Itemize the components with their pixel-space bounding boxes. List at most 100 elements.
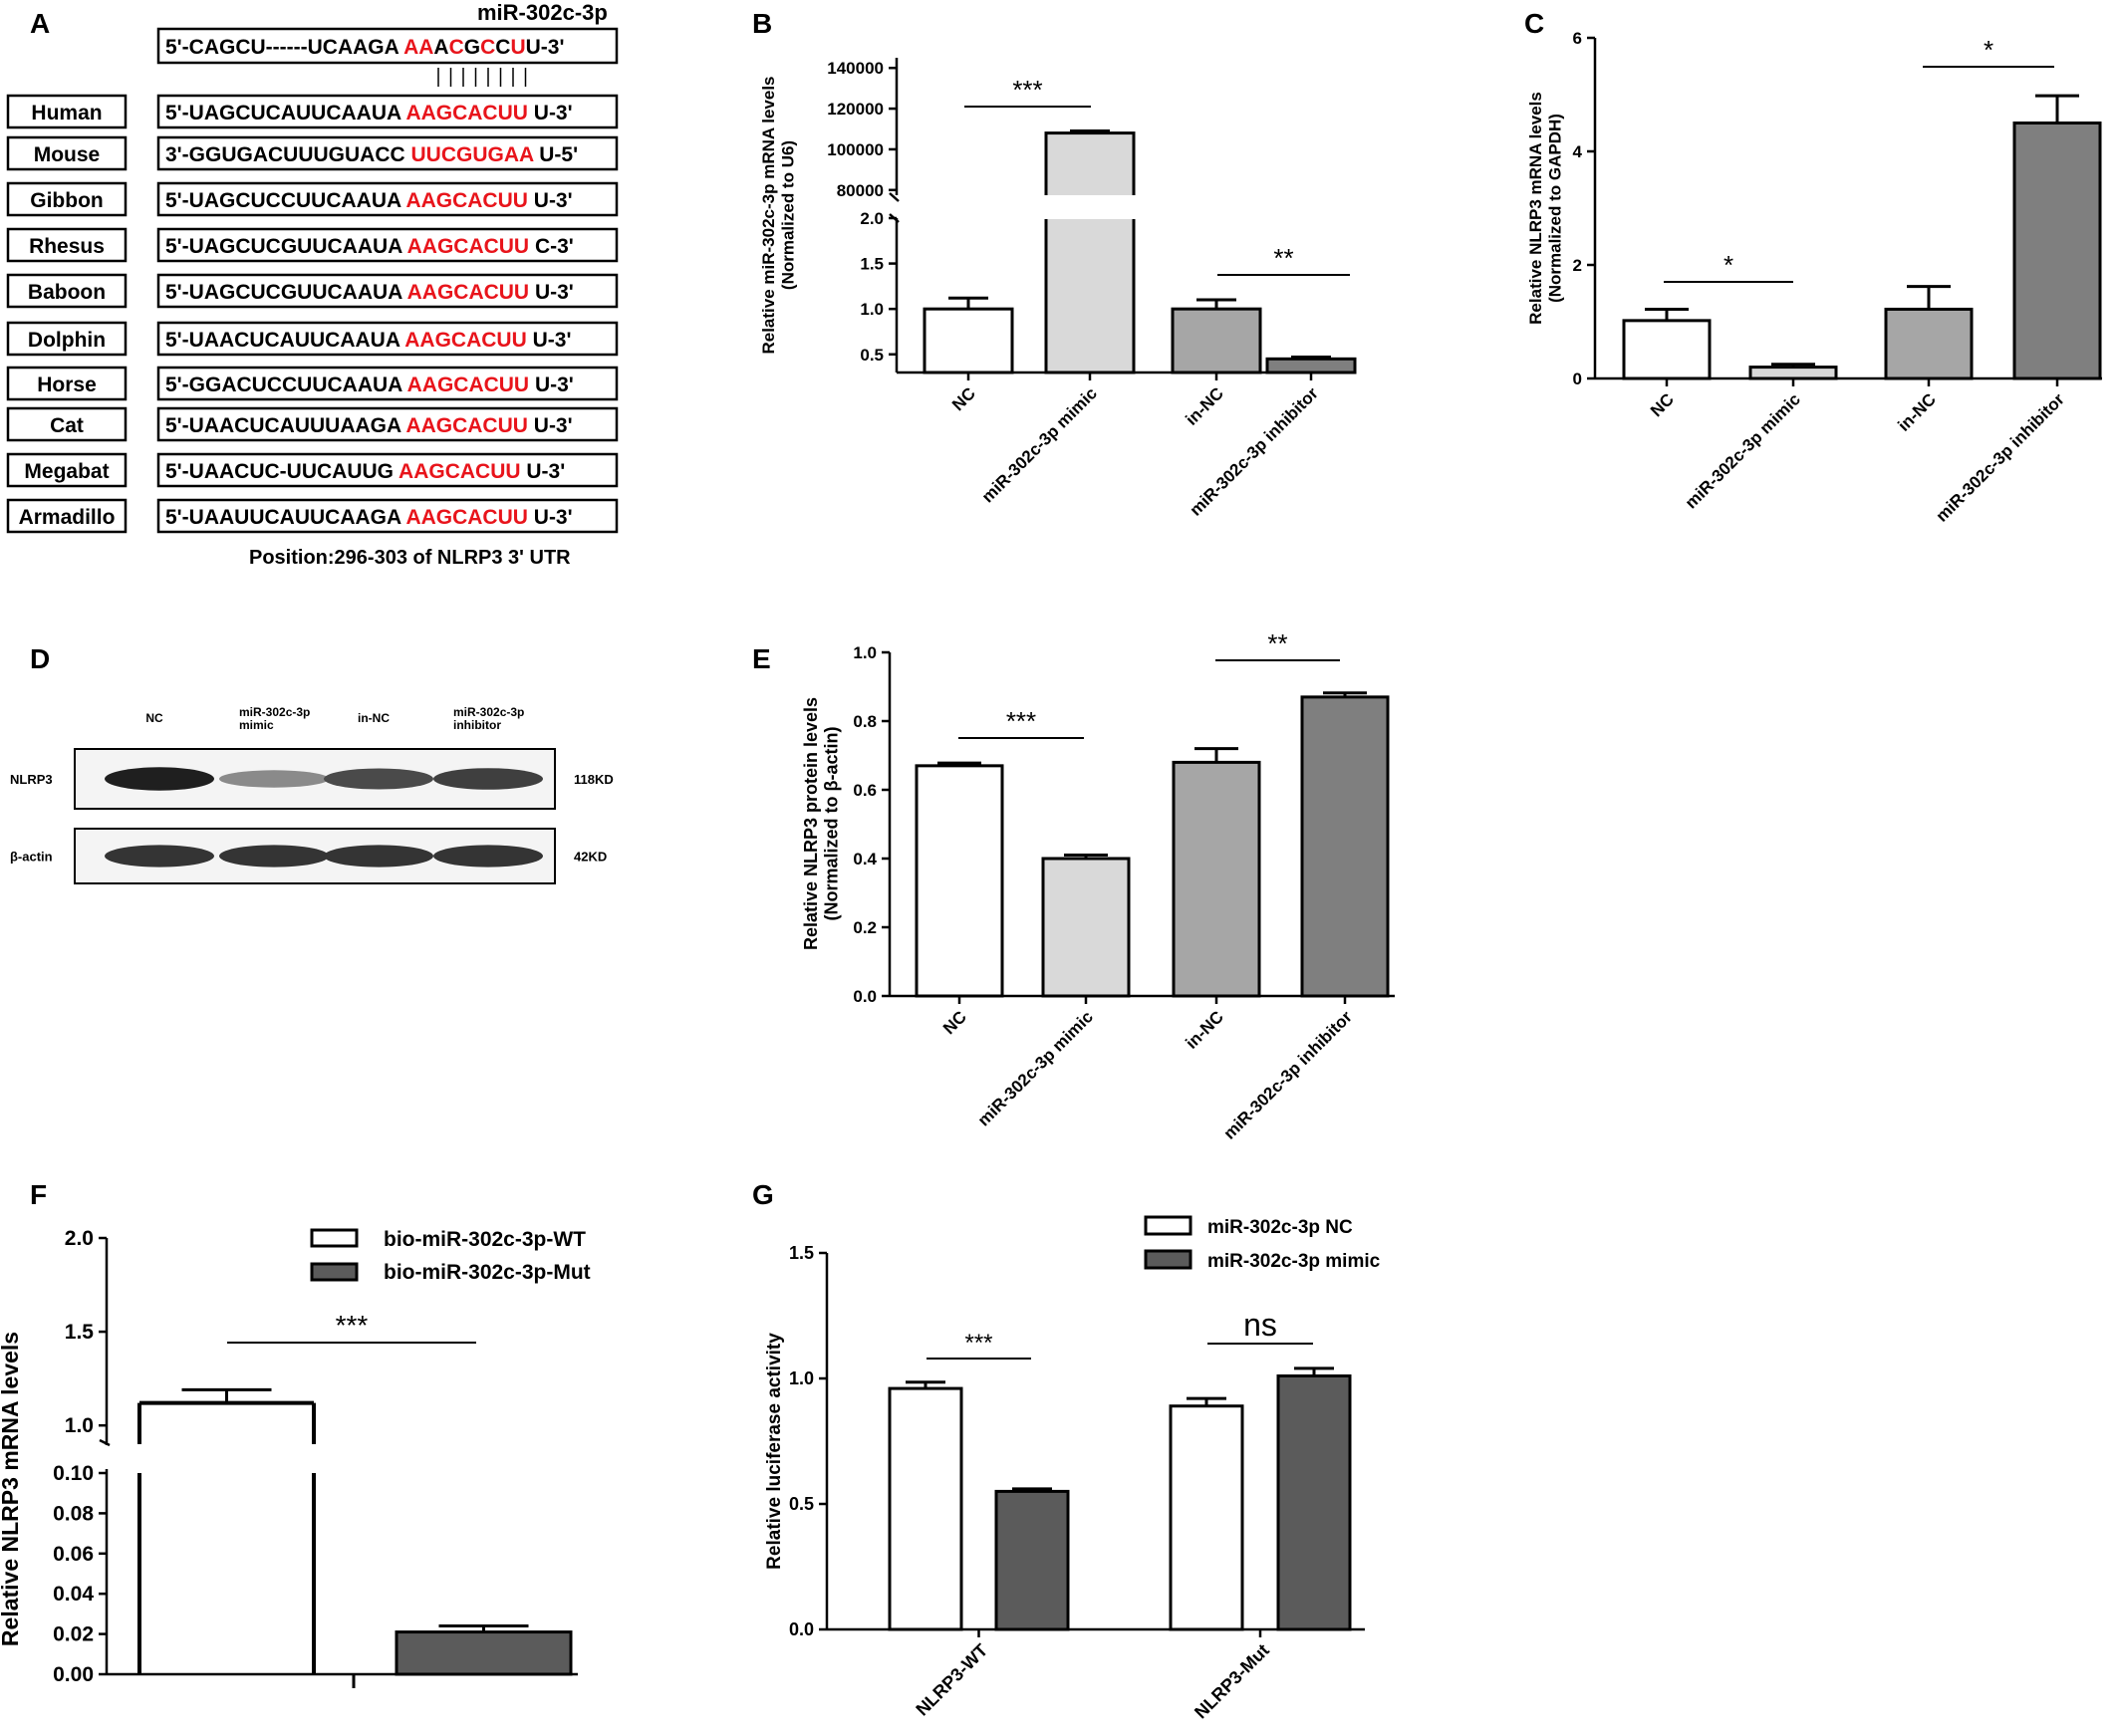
legend-swatch bbox=[310, 1228, 359, 1248]
mirna-seq-part: 5'-CAGCU------UCAAGA bbox=[165, 36, 403, 59]
protein-band bbox=[219, 770, 329, 788]
y-axis-label: Relative miR-302c-3p mRNA levels(Normali… bbox=[759, 76, 798, 354]
panel-letter-c: C bbox=[1524, 8, 1544, 39]
band-name: NLRP3 bbox=[10, 772, 53, 787]
x-tick-label: miR-302c-3p mimic bbox=[1682, 389, 1804, 512]
significance-label: * bbox=[1984, 35, 1993, 65]
y-tick-label: 2.0 bbox=[65, 1227, 94, 1250]
x-tick-label: miR-302c-3p mimic bbox=[978, 383, 1101, 506]
x-tick-label: miR-302c-3p inhibitor bbox=[1219, 1007, 1356, 1143]
sequence-prefix: 3'-GGUGACUUUGUACC bbox=[165, 143, 411, 166]
y-tick-label: 1.0 bbox=[789, 1368, 814, 1388]
legend-label: miR-302c-3p NC bbox=[1207, 1217, 1353, 1238]
significance-label: *** bbox=[964, 1330, 992, 1357]
y-axis-label: Relative NLRP3 mRNA levels(Normalized to… bbox=[1526, 92, 1565, 325]
y-tick-label: 1.5 bbox=[789, 1243, 814, 1263]
protein-band bbox=[433, 845, 543, 868]
seed-region: AAGCACUU bbox=[404, 329, 527, 352]
sequence-prefix: 5'-UAGCUCGUUCAAUA bbox=[165, 235, 407, 258]
panel-letter-g: G bbox=[752, 1179, 774, 1210]
sequence-prefix: 5'-UAACUCAUUUAAGA bbox=[165, 414, 405, 437]
species-box bbox=[6, 366, 128, 401]
species-label: Baboon bbox=[28, 281, 106, 304]
y-axis-label-line: (Normalized to GAPDH) bbox=[1546, 114, 1565, 303]
y-tick-label: 6 bbox=[1573, 29, 1582, 48]
bar bbox=[1276, 1373, 1352, 1631]
y-tick-label: 1.5 bbox=[65, 1321, 95, 1344]
panel-f-chart: 0.00 0.02 0.04 0.06 0.08 0.10 1.0 1.5 2.0 Relativ… bbox=[0, 1227, 591, 1688]
base-pair-lines bbox=[437, 68, 527, 87]
x-tick-label: miR-302c-3p mimic bbox=[974, 1007, 1097, 1129]
sequence-suffix: U-5' bbox=[533, 143, 578, 166]
panel-b-chart: 0.5 1.0 1.5 2.0 80000 100000 120000 140000 Relat… bbox=[759, 58, 1357, 520]
sequence-suffix: U-3' bbox=[521, 460, 566, 483]
mirna-seq-part: A bbox=[433, 36, 448, 59]
panel-c-chart: 0 2 4 6 Relative NLRP3 mRNA levels(Normalize… bbox=[1526, 29, 2102, 526]
sequence-suffix: U-3' bbox=[528, 414, 573, 437]
sequence-box bbox=[156, 135, 619, 171]
species-label: Dolphin bbox=[28, 329, 106, 352]
species-sequence: 5'-UAGCUCGUUCAAUA AAGCACUU C-3' bbox=[165, 235, 574, 258]
legend-label: bio-miR-302c-3p-Mut bbox=[384, 1261, 591, 1284]
seed-region: AAGCACUU bbox=[407, 373, 530, 396]
species-sequence: 5'-UAACUCAUUUAAGA AAGCACUU U-3' bbox=[165, 414, 573, 437]
y-tick-label: 0.08 bbox=[53, 1502, 94, 1525]
y-tick-label: 0.5 bbox=[860, 346, 884, 365]
protein-band bbox=[324, 845, 433, 868]
lane-label: in-NC bbox=[358, 711, 390, 725]
species-box bbox=[6, 452, 128, 488]
sequence-suffix: U-3' bbox=[529, 373, 574, 396]
mirna-name: miR-302c-3p bbox=[477, 0, 608, 25]
bar bbox=[915, 764, 1004, 998]
seed-region: AAGCACUU bbox=[407, 281, 530, 304]
sequence-box bbox=[156, 498, 619, 534]
panel-e-chart: 0.0 0.2 0.4 0.6 0.8 1.0 Relative NLRP3 protein… bbox=[801, 628, 1395, 1143]
mirna-seq-part: U bbox=[510, 36, 525, 59]
bar bbox=[1300, 695, 1390, 998]
sequence-box bbox=[156, 273, 619, 309]
species-box bbox=[6, 135, 128, 171]
x-tick-label: NC bbox=[939, 1007, 970, 1038]
seed-region: AAGCACUU bbox=[407, 235, 530, 258]
species-sequence: 3'-GGUGACUUUGUACC UUCGUGAA U-5' bbox=[165, 143, 578, 166]
panel-a-alignment: miR-302c-3p 5'-CAGCU------UCAAGA AAACGCC… bbox=[6, 0, 619, 569]
sequence-prefix: 5'-UAACUC-UUCAUUG bbox=[165, 460, 398, 483]
y-axis-label-line: Relative NLRP3 mRNA levels bbox=[0, 1332, 23, 1646]
y-tick-label: 1.0 bbox=[860, 300, 884, 319]
seed-region: UUCGUGAA bbox=[411, 143, 534, 166]
significance-label: * bbox=[1723, 250, 1733, 280]
y-axis-label-line: (Normalized to β-actin) bbox=[822, 727, 842, 921]
seed-region: AAGCACUU bbox=[405, 414, 528, 437]
y-tick-label: 1.0 bbox=[853, 643, 877, 662]
lane-label: mimic bbox=[239, 718, 274, 732]
significance-label: *** bbox=[1006, 706, 1036, 736]
sequence-box bbox=[156, 181, 619, 217]
species-box bbox=[6, 498, 128, 534]
legend-swatch bbox=[1144, 1249, 1192, 1270]
y-tick-label: 0.8 bbox=[853, 712, 877, 731]
sequence-suffix: C-3' bbox=[529, 235, 574, 258]
species-label: Human bbox=[31, 102, 102, 124]
species-sequence: 5'-UAACUC-UUCAUUG AAGCACUU U-3' bbox=[165, 460, 565, 483]
panel-letter-d: D bbox=[30, 643, 50, 674]
species-box bbox=[6, 181, 128, 217]
lane-label: miR-302c-3p bbox=[239, 705, 310, 719]
y-tick-label: 2 bbox=[1573, 256, 1582, 275]
band-size: 42KD bbox=[574, 850, 607, 865]
significance-label: ** bbox=[1267, 628, 1287, 658]
bar bbox=[1622, 319, 1712, 380]
legend-label: miR-302c-3p mimic bbox=[1207, 1251, 1381, 1272]
species-sequence: 5'-UAAUUCAUUCAAGA AAGCACUU U-3' bbox=[165, 506, 573, 529]
species-label: Megabat bbox=[24, 460, 109, 483]
y-tick-label: 0.2 bbox=[853, 918, 877, 937]
seed-region: AAGCACUU bbox=[405, 506, 528, 529]
protein-band bbox=[105, 767, 214, 791]
y-axis-label-line: Relative NLRP3 protein levels bbox=[801, 697, 821, 950]
species-box bbox=[6, 406, 128, 442]
species-sequence: 5'-UAACUCAUUCAAUA AAGCACUU U-3' bbox=[165, 329, 571, 352]
significance-label: ** bbox=[1273, 243, 1293, 273]
bar bbox=[994, 1489, 1070, 1631]
species-label: Horse bbox=[37, 373, 97, 396]
species-box bbox=[6, 94, 128, 129]
